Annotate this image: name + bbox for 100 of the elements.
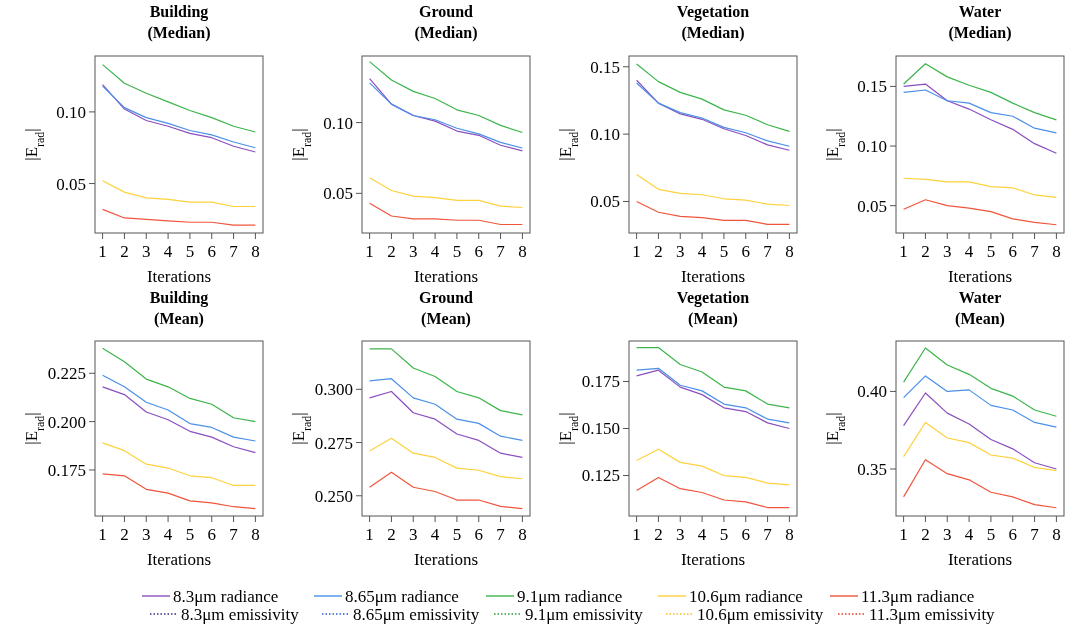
chart-title: Ground (Mean) <box>419 289 474 328</box>
line-series <box>903 459 1057 509</box>
x-tick-label: 5 <box>719 525 729 544</box>
line-series <box>369 390 523 459</box>
x-tick-label: 3 <box>676 525 685 544</box>
line-series <box>369 348 523 416</box>
x-axis-title: Iterations <box>947 267 1013 286</box>
line-series <box>903 199 1057 226</box>
x-tick-label: 2 <box>921 525 930 544</box>
x-tick-label: 1 <box>899 525 908 544</box>
x-axis-title: Iterations <box>947 550 1013 569</box>
chart-title: Water (Mean) <box>955 289 1005 328</box>
y-tick-label: 0.275 <box>314 433 353 453</box>
x-tick-label: 2 <box>654 525 663 544</box>
x-tick-label: 8 <box>251 242 260 261</box>
chart-title: Ground (Median) <box>414 3 478 42</box>
line-series <box>903 83 1057 154</box>
x-tick-label: 4 <box>430 242 440 261</box>
x-tick-label: 3 <box>142 525 151 544</box>
x-tick-label: 4 <box>163 525 173 544</box>
x-tick-label: 1 <box>365 525 374 544</box>
x-tick-label: 1 <box>632 525 641 544</box>
x-tick-label: 6 <box>741 525 750 544</box>
x-tick-label: 6 <box>741 242 750 261</box>
x-tick-label: 2 <box>921 242 930 261</box>
x-tick-label: 6 <box>1008 242 1017 261</box>
line-series <box>369 61 523 134</box>
x-tick-label: 7 <box>229 525 239 544</box>
x-tick-label: 3 <box>676 242 685 261</box>
chart-title: Building (Median) <box>147 3 211 42</box>
x-tick-label: 8 <box>785 525 794 544</box>
y-tick-label: 0.175 <box>581 372 620 392</box>
x-tick-label: 7 <box>763 525 773 544</box>
line-series <box>102 208 256 226</box>
y-tick-label: 0.10 <box>857 137 887 156</box>
x-axis-title: Iterations <box>680 267 746 286</box>
x-tick-label: 5 <box>986 242 996 261</box>
x-tick-label: 3 <box>943 242 952 261</box>
x-tick-label: 1 <box>365 242 374 261</box>
y-tick-label: 0.05 <box>857 196 887 216</box>
y-tick-label: 0.10 <box>323 113 353 133</box>
x-tick-label: 5 <box>986 525 996 544</box>
y-tick-label: 0.05 <box>56 174 86 194</box>
legend-label: 9.1μm radiance <box>517 586 623 606</box>
line-series <box>102 63 256 133</box>
x-tick-label: 8 <box>1052 242 1061 261</box>
line-series <box>102 473 256 510</box>
y-tick-label: 0.15 <box>590 57 620 77</box>
x-tick-label: 7 <box>763 242 773 261</box>
y-tick-label: 0.40 <box>857 382 887 402</box>
line-series <box>636 200 790 225</box>
x-tick-label: 5 <box>185 242 195 261</box>
y-tick-label: 0.35 <box>857 459 887 479</box>
x-axis-title: Iterations <box>680 550 746 569</box>
x-tick-label: 6 <box>207 242 216 261</box>
line-series <box>903 392 1057 470</box>
y-tick-label: 0.05 <box>590 192 620 212</box>
x-tick-label: 5 <box>452 242 462 261</box>
x-tick-label: 3 <box>409 525 418 544</box>
x-tick-label: 5 <box>719 242 729 261</box>
x-tick-label: 1 <box>899 242 908 261</box>
legend-label: 11.3μm radiance <box>861 586 975 606</box>
line-series <box>636 448 790 486</box>
line-series <box>102 347 256 423</box>
line-series <box>636 476 790 509</box>
chart-title: Building (Mean) <box>149 289 209 328</box>
x-tick-label: 4 <box>697 525 707 544</box>
y-tick-label: 0.300 <box>314 380 353 400</box>
y-tick-label: 0.15 <box>857 77 887 97</box>
x-tick-label: 5 <box>452 525 462 544</box>
line-series <box>369 437 523 480</box>
x-tick-label: 2 <box>654 242 663 261</box>
y-tick-label: 0.10 <box>56 102 86 122</box>
x-tick-label: 4 <box>964 242 974 261</box>
x-tick-label: 2 <box>120 242 129 261</box>
line-series <box>369 378 523 442</box>
line-series <box>102 442 256 487</box>
x-tick-label: 3 <box>943 525 952 544</box>
x-tick-label: 6 <box>207 525 216 544</box>
x-tick-label: 3 <box>409 242 418 261</box>
x-tick-label: 5 <box>185 525 195 544</box>
x-axis-title: Iterations <box>413 550 479 569</box>
x-axis-title: Iterations <box>146 267 212 286</box>
line-series <box>903 347 1057 417</box>
legend-label: 10.6μm radiance <box>689 586 803 606</box>
x-tick-label: 4 <box>430 525 440 544</box>
x-tick-label: 4 <box>964 525 974 544</box>
line-series <box>636 63 790 133</box>
line-series <box>369 202 523 226</box>
x-tick-label: 7 <box>496 242 506 261</box>
x-tick-label: 1 <box>632 242 641 261</box>
x-tick-label: 2 <box>387 525 396 544</box>
x-tick-label: 6 <box>474 242 483 261</box>
x-tick-label: 2 <box>387 242 396 261</box>
line-series <box>903 375 1057 428</box>
y-tick-label: 0.150 <box>581 419 620 439</box>
legend-label: 8.3μm radiance <box>173 586 279 606</box>
y-tick-label: 0.250 <box>314 486 353 506</box>
line-series <box>636 173 790 207</box>
x-tick-label: 8 <box>518 242 527 261</box>
